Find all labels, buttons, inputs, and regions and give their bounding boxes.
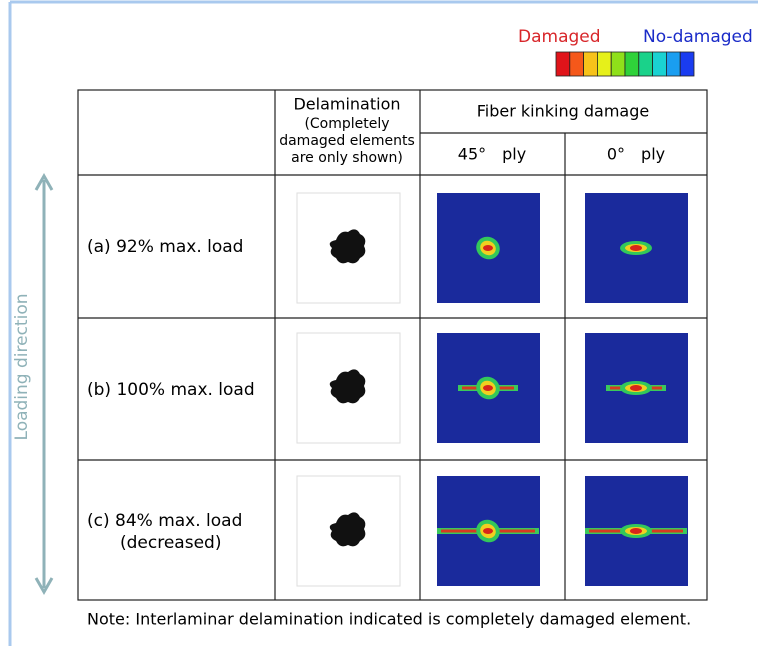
table-grid — [77, 89, 708, 601]
row-label: (a) 92% max. load — [87, 237, 243, 257]
row-label: (b) 100% max. load — [87, 380, 255, 400]
header-fiber: Fiber kinking damage — [477, 102, 649, 121]
color-swatch — [624, 51, 640, 77]
color-swatch — [679, 51, 695, 77]
color-swatch — [638, 51, 653, 77]
legend-no-damaged: No-damaged — [643, 27, 753, 47]
header-delamination-note: are only shown) — [291, 150, 403, 166]
delamination-blob — [329, 229, 366, 264]
header-ply-0: 0° ply — [607, 145, 665, 164]
row-label: (c) 84% max. load — [87, 511, 242, 531]
color-swatch — [569, 51, 584, 77]
color-bar — [555, 51, 695, 77]
result-images — [296, 192, 688, 587]
color-swatch — [597, 51, 612, 77]
header-delamination-note: (Completely — [304, 116, 389, 132]
note: Note: Interlaminar delamination indicate… — [87, 610, 691, 629]
damage-core — [483, 385, 493, 391]
color-swatch — [555, 51, 571, 77]
color-swatch — [583, 51, 598, 77]
damage-core — [483, 528, 493, 534]
damage-core — [483, 245, 493, 251]
legend-damaged: Damaged — [518, 27, 601, 47]
damage-core — [630, 385, 642, 391]
delamination-blob — [329, 369, 366, 404]
header-delamination-note: damaged elements — [279, 133, 415, 149]
color-swatch — [652, 51, 667, 77]
row-label: (decreased) — [120, 533, 221, 553]
header-delamination: Delamination — [293, 95, 400, 114]
delamination-blob — [329, 512, 366, 547]
damage-core — [630, 245, 642, 251]
damage-core — [630, 528, 642, 534]
loading-arrow — [34, 172, 54, 596]
header-ply-45: 45° ply — [458, 145, 526, 164]
axis-label: Loading direction — [12, 294, 32, 441]
color-swatch — [610, 51, 626, 77]
color-swatch — [666, 51, 681, 77]
